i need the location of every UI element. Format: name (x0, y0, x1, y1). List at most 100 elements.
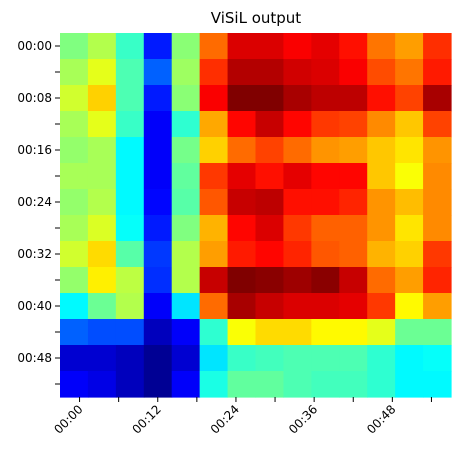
heatmap-cell (199, 189, 229, 216)
heatmap-cell (367, 189, 396, 216)
heatmap-cell (87, 371, 117, 398)
heatmap-cell (367, 215, 396, 242)
heatmap-cell (87, 293, 117, 320)
heatmap-cell (255, 371, 285, 398)
heatmap-cell (339, 241, 368, 268)
heatmap-cell (171, 241, 201, 268)
heatmap-cell (367, 137, 396, 164)
heatmap-cell (60, 319, 89, 346)
heatmap-cell (367, 111, 396, 138)
heatmap-cell (199, 319, 229, 346)
heatmap-cell (87, 33, 117, 60)
heatmap-cell (60, 33, 89, 60)
heatmap-cell (255, 59, 285, 86)
heatmap-cell (339, 267, 368, 294)
heatmap-cell (227, 85, 257, 112)
heatmap-cell (115, 215, 145, 242)
heatmap-cell (171, 111, 201, 138)
heatmap-cell (423, 215, 452, 242)
heatmap-cell (283, 267, 312, 294)
heatmap-cell (367, 371, 396, 398)
heatmap-cell (339, 293, 368, 320)
y-axis: 00:00 00:08 00:16 00:24 00:32 00:40 00:48 (17, 39, 60, 385)
heatmap-cell (423, 267, 452, 294)
heatmap-cell (339, 345, 368, 372)
heatmap-cell (339, 319, 368, 346)
heatmap-cell (87, 111, 117, 138)
heatmap-cell (199, 215, 229, 242)
heatmap-cell (143, 85, 173, 112)
heatmap-cell (339, 371, 368, 398)
heatmap-cell (339, 215, 368, 242)
heatmap-cell (60, 293, 89, 320)
heatmap-cell (395, 241, 424, 268)
heatmap-cell (60, 137, 89, 164)
heatmap-cell (143, 111, 173, 138)
heatmap-cell (143, 267, 173, 294)
heatmap-cell (171, 345, 201, 372)
heatmap-cell (311, 371, 340, 398)
heatmap-cell (60, 345, 89, 372)
heatmap-cell (283, 33, 312, 60)
heatmap-cell (87, 345, 117, 372)
heatmap-cell (60, 371, 89, 398)
heatmap-cell (199, 293, 229, 320)
heatmap-cell (115, 111, 145, 138)
heatmap-cell (171, 59, 201, 86)
heatmap-cell (423, 33, 452, 60)
heatmap-cell (423, 319, 452, 346)
heatmap-cell (395, 319, 424, 346)
heatmap-cell (60, 189, 89, 216)
heatmap-cell (283, 111, 312, 138)
heatmap-cell (171, 319, 201, 346)
heatmap-cell (199, 33, 229, 60)
heatmap-cell (395, 59, 424, 86)
heatmap-cell (367, 267, 396, 294)
heatmap-cell (115, 319, 145, 346)
heatmap-cell (171, 215, 201, 242)
x-axis: 00:00 00:12 00:24 00:36 00:48 (51, 397, 432, 437)
heatmap-cell (283, 241, 312, 268)
heatmap-cell (199, 163, 229, 190)
heatmap-cell (423, 241, 452, 268)
heatmap-cell (339, 59, 368, 86)
heatmap-cell (115, 189, 145, 216)
heatmap-cell (311, 267, 340, 294)
heatmap-cell (395, 163, 424, 190)
heatmap-cell (367, 241, 396, 268)
heatmap-cell (143, 163, 173, 190)
heatmap-cell (227, 371, 257, 398)
heatmap-cell (311, 189, 340, 216)
heatmap-cell (143, 59, 173, 86)
heatmap-cell (199, 345, 229, 372)
heatmap-cell (395, 33, 424, 60)
heatmap-cell (395, 85, 424, 112)
heatmap-cell (115, 371, 145, 398)
heatmap-cell (199, 137, 229, 164)
heatmap-cell (255, 137, 285, 164)
heatmap-cell (311, 111, 340, 138)
heatmap-cell (423, 293, 452, 320)
heatmap-cell (115, 293, 145, 320)
heatmap-cell (199, 59, 229, 86)
heatmap-cell (87, 137, 117, 164)
heatmap-cell (143, 345, 173, 372)
heatmap-cell (367, 293, 396, 320)
y-tick-label: 00:40 (17, 299, 52, 313)
heatmap-cell (311, 85, 340, 112)
heatmap-cell (60, 241, 89, 268)
heatmap-cell (311, 215, 340, 242)
heatmap-cell (171, 371, 201, 398)
heatmap-cell (87, 267, 117, 294)
heatmap-cells (60, 33, 452, 398)
heatmap-cell (115, 59, 145, 86)
heatmap-cell (311, 137, 340, 164)
heatmap-cell (283, 163, 312, 190)
heatmap-cell (227, 345, 257, 372)
x-tick-label: 00:00 (51, 402, 85, 436)
heatmap-cell (199, 371, 229, 398)
heatmap-cell (367, 163, 396, 190)
y-tick-label: 00:24 (17, 195, 52, 209)
heatmap-cell (423, 189, 452, 216)
heatmap-cell (255, 241, 285, 268)
